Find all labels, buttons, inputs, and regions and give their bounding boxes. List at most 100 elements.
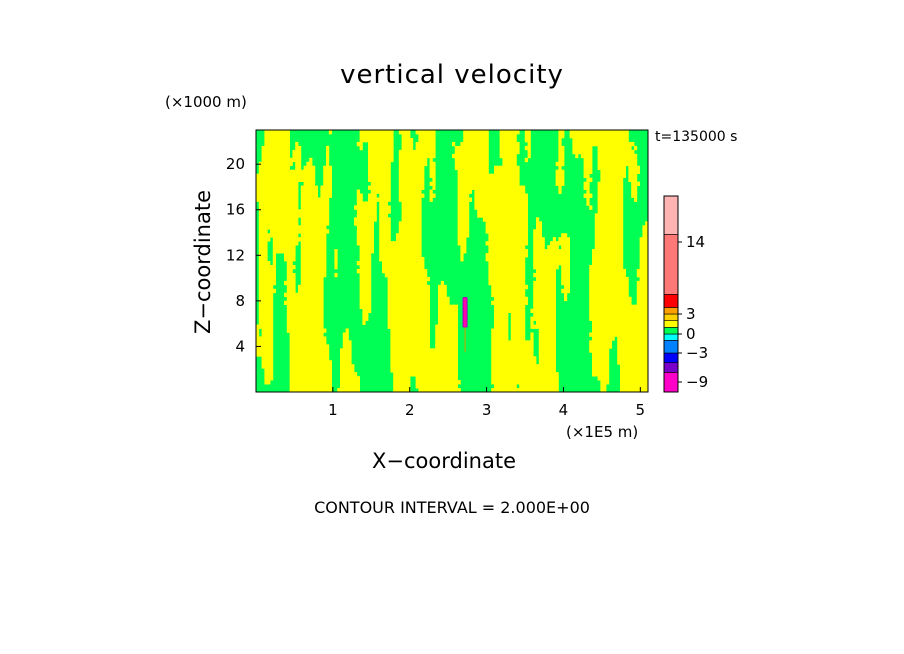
field-cell-positive: [510, 173, 514, 179]
field-cell-positive: [566, 272, 570, 278]
field-cell-positive: [415, 197, 419, 202]
field-cell-positive: [460, 217, 464, 222]
field-cell-positive: [522, 364, 526, 369]
field-cell-positive: [617, 245, 621, 250]
field-cell-positive: [387, 249, 391, 254]
field-cell-positive: [438, 352, 442, 357]
field-cell-positive: [410, 352, 414, 357]
field-cell-positive: [317, 304, 321, 310]
field-cell-positive: [508, 384, 512, 389]
field-cell-positive: [625, 130, 629, 135]
field-cell-positive: [491, 376, 495, 381]
field-cell-positive: [295, 316, 299, 321]
field-cell-positive: [502, 288, 506, 294]
field-cell-positive: [622, 340, 626, 345]
field-cell-positive: [564, 253, 568, 258]
field-cell-positive: [261, 300, 265, 306]
field-cell-positive: [603, 276, 607, 282]
field-cell-positive: [267, 193, 271, 198]
field-cell-positive: [460, 161, 464, 167]
field-cell-positive: [320, 249, 324, 254]
field-cell-positive: [323, 233, 327, 238]
field-cell-positive: [614, 304, 618, 310]
field-cell-positive: [519, 280, 523, 286]
field-cell-positive: [608, 205, 612, 210]
field-cell-positive: [513, 173, 517, 179]
field-cell-positive: [323, 229, 327, 234]
field-cell-positive: [457, 213, 461, 218]
field-cell-positive: [530, 376, 534, 381]
field-cell-positive: [499, 376, 503, 381]
field-cell-positive: [275, 149, 279, 155]
field-cell-positive: [387, 324, 391, 329]
field-cell-positive: [323, 169, 327, 175]
field-cell-positive: [468, 161, 472, 167]
field-cell-positive: [611, 205, 615, 210]
field-cell-positive: [412, 348, 416, 353]
field-cell-positive: [264, 348, 268, 353]
field-cell-positive: [552, 348, 556, 353]
field-cell-positive: [300, 316, 304, 321]
field-cell-positive: [606, 340, 610, 345]
field-cell-positive: [589, 177, 593, 183]
field-cell-positive: [480, 213, 484, 218]
field-cell-positive: [597, 356, 601, 361]
field-cell-positive: [426, 356, 430, 361]
field-cell-positive: [488, 225, 492, 230]
field-cell-positive: [415, 276, 419, 282]
field-cell-positive: [396, 233, 400, 238]
field-cell-positive: [267, 276, 271, 282]
field-cell-positive: [480, 133, 484, 139]
field-cell-positive: [491, 177, 495, 183]
field-cell-positive: [485, 181, 489, 186]
field-cell-positive: [314, 336, 318, 341]
field-cell-positive: [368, 296, 372, 302]
field-cell-positive: [516, 205, 520, 210]
field-cell-positive: [491, 360, 495, 365]
field-cell-positive: [443, 368, 447, 373]
field-cell-positive: [264, 145, 268, 151]
field-cell-positive: [404, 165, 408, 171]
field-cell-positive: [505, 352, 509, 357]
field-cell-positive: [533, 233, 537, 238]
field-cell-positive: [480, 161, 484, 167]
field-cell-positive: [421, 332, 425, 337]
field-cell-positive: [359, 268, 363, 274]
field-cell-positive: [485, 149, 489, 155]
field-cell-positive: [592, 368, 596, 373]
field-cell-positive: [558, 145, 562, 151]
field-cell-positive: [368, 145, 372, 151]
field-cell-positive: [522, 253, 526, 258]
field-cell-positive: [429, 364, 433, 369]
field-cell-positive: [407, 292, 411, 298]
field-cell-positive: [611, 161, 615, 167]
field-cell-positive: [513, 356, 517, 361]
field-cell-positive: [575, 130, 579, 135]
field-cell-positive: [384, 133, 388, 139]
field-cell-positive: [505, 149, 509, 155]
field-cell-positive: [485, 177, 489, 183]
field-cell-positive: [438, 360, 442, 365]
field-cell-positive: [272, 237, 276, 242]
field-cell-positive: [474, 137, 478, 143]
field-cell-positive: [390, 336, 394, 341]
field-cell-positive: [368, 161, 372, 167]
field-cell-positive: [323, 380, 327, 385]
field-cell-positive: [421, 296, 425, 302]
field-cell-positive: [538, 284, 542, 290]
field-cell-positive: [494, 197, 498, 202]
field-cell-positive: [342, 348, 346, 353]
field-cell-positive: [510, 137, 514, 143]
field-cell-positive: [410, 356, 414, 361]
field-cell-positive: [404, 312, 408, 317]
field-cell-positive: [379, 197, 383, 202]
field-cell-positive: [496, 276, 500, 282]
field-cell-positive: [398, 237, 402, 242]
field-cell-positive: [460, 201, 464, 206]
field-cell-positive: [387, 173, 391, 179]
field-cell-positive: [359, 137, 363, 143]
field-cell-positive: [415, 157, 419, 163]
field-cell-positive: [415, 181, 419, 186]
field-cell-positive: [270, 229, 274, 234]
